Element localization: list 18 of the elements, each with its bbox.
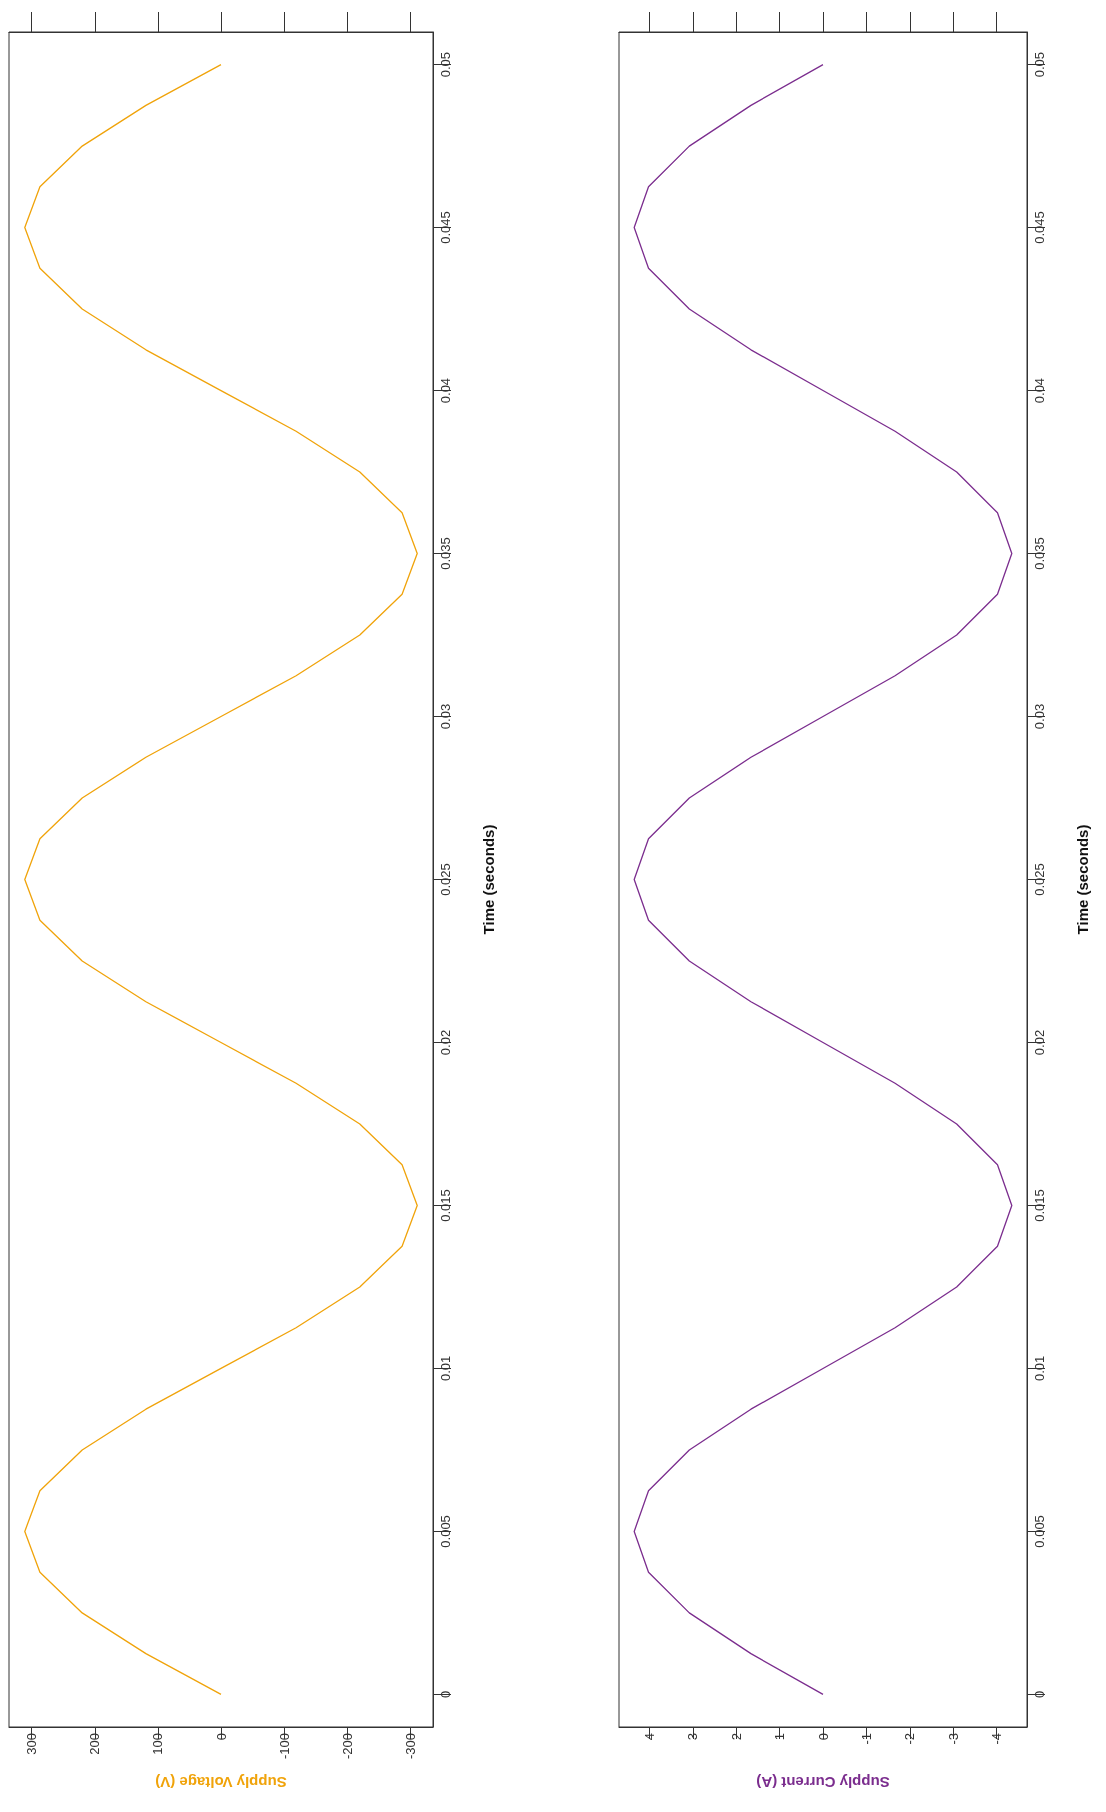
- x-tick-label: 300: [24, 1733, 40, 1755]
- y-axis-title: Time (seconds): [480, 824, 497, 935]
- x-axis-title: Supply Current (A): [756, 1774, 890, 1791]
- x-tick-label: -200: [339, 1733, 355, 1760]
- y-tick-label: 0.005: [1032, 1515, 1047, 1548]
- y-axis-title: Time (seconds): [1074, 824, 1091, 935]
- x-tick-label: 0: [213, 1733, 229, 1741]
- y-tick-label: 0.05: [1032, 51, 1047, 78]
- y-tick-label: 0.005: [438, 1515, 453, 1548]
- line-series: [24, 63, 418, 1696]
- x-axis-title: Supply Voltage (V): [155, 1774, 287, 1791]
- line-series: [633, 63, 1013, 1696]
- x-tick-label: 0: [815, 1733, 831, 1741]
- x-tick-label: 100: [150, 1733, 166, 1755]
- y-tick-label: 0.05: [438, 51, 453, 78]
- x-tick-label: -100: [276, 1733, 292, 1760]
- x-tick-label: 200: [87, 1733, 103, 1755]
- x-tick-label: -300: [402, 1733, 418, 1760]
